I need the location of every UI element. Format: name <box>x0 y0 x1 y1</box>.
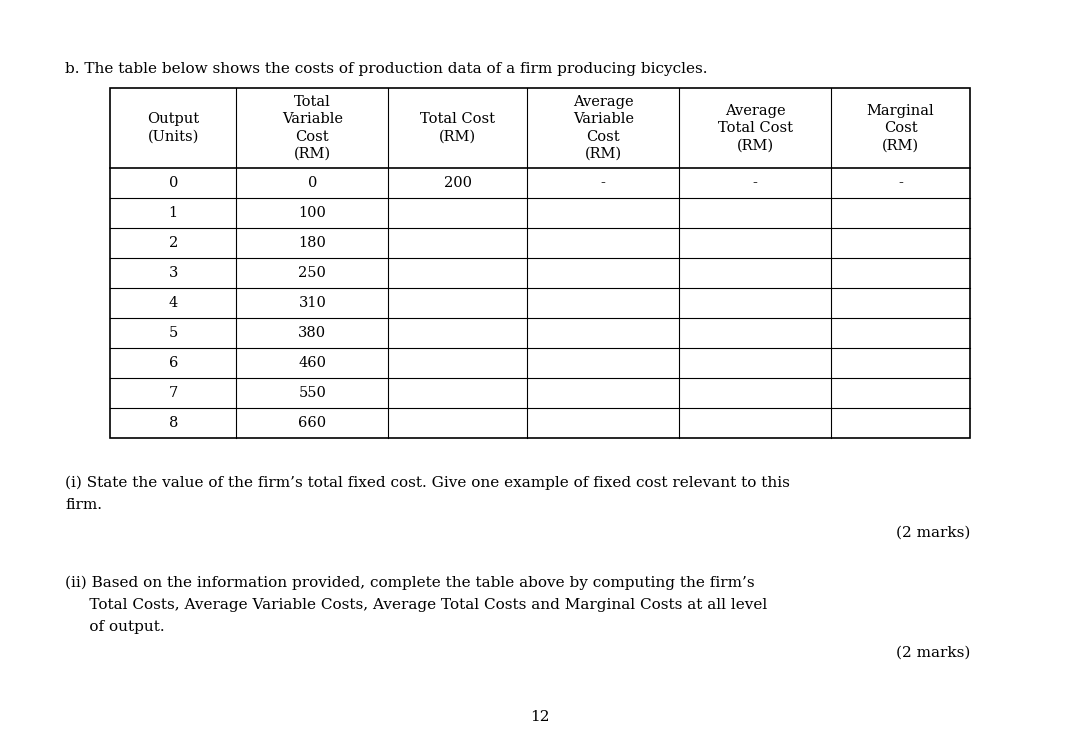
Text: firm.: firm. <box>65 498 102 512</box>
Text: (2 marks): (2 marks) <box>895 526 970 540</box>
Text: (i) State the value of the firm’s total fixed cost. Give one example of fixed co: (i) State the value of the firm’s total … <box>65 476 789 491</box>
Text: 0: 0 <box>168 176 178 190</box>
Text: 310: 310 <box>298 296 326 310</box>
Text: 550: 550 <box>298 386 326 400</box>
Text: 3: 3 <box>168 266 178 280</box>
Text: 250: 250 <box>298 266 326 280</box>
Text: 180: 180 <box>298 236 326 250</box>
Text: Marginal
Cost
(RM): Marginal Cost (RM) <box>866 104 934 153</box>
Text: Total Costs, Average Variable Costs, Average Total Costs and Marginal Costs at a: Total Costs, Average Variable Costs, Ave… <box>65 598 767 612</box>
Text: 100: 100 <box>298 206 326 220</box>
Text: -: - <box>897 176 903 190</box>
Text: 0: 0 <box>308 176 318 190</box>
Text: 2: 2 <box>168 236 178 250</box>
Text: 460: 460 <box>298 356 326 370</box>
Text: -: - <box>600 176 606 190</box>
Text: (ii) Based on the information provided, complete the table above by computing th: (ii) Based on the information provided, … <box>65 576 755 590</box>
Text: 6: 6 <box>168 356 178 370</box>
Text: 4: 4 <box>168 296 178 310</box>
Text: Output
(Units): Output (Units) <box>147 112 200 144</box>
Text: Total Cost
(RM): Total Cost (RM) <box>420 112 496 144</box>
Text: 8: 8 <box>168 416 178 430</box>
Text: 380: 380 <box>298 326 326 340</box>
Text: 12: 12 <box>530 710 550 724</box>
Text: 660: 660 <box>298 416 326 430</box>
Text: (2 marks): (2 marks) <box>895 646 970 660</box>
Text: 7: 7 <box>168 386 178 400</box>
Text: of output.: of output. <box>65 620 164 634</box>
Text: 200: 200 <box>444 176 472 190</box>
Text: Average
Total Cost
(RM): Average Total Cost (RM) <box>717 104 793 153</box>
Text: Total
Variable
Cost
(RM): Total Variable Cost (RM) <box>282 95 342 161</box>
Text: -: - <box>753 176 757 190</box>
Bar <box>110 88 970 438</box>
Text: Average
Variable
Cost
(RM): Average Variable Cost (RM) <box>572 95 634 161</box>
Text: b. The table below shows the costs of production data of a firm producing bicycl: b. The table below shows the costs of pr… <box>65 62 707 76</box>
Text: 1: 1 <box>168 206 178 220</box>
Text: 5: 5 <box>168 326 178 340</box>
